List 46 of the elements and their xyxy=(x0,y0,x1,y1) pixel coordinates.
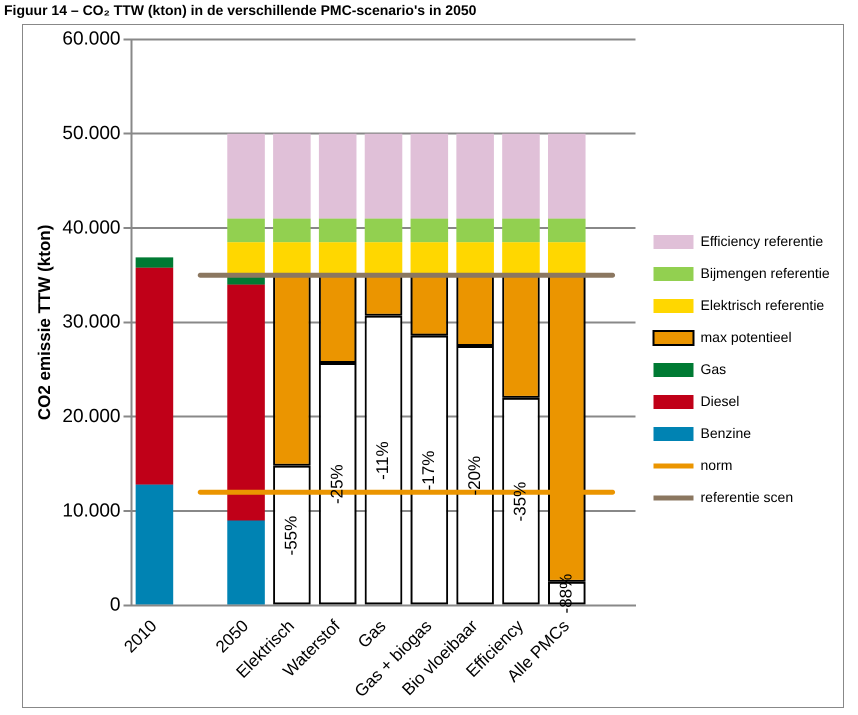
y-tick-label: 20.000 xyxy=(62,406,121,427)
y-axis-title: CO2 emissie TTW (kton) xyxy=(34,224,54,420)
bar xyxy=(136,257,174,268)
bar xyxy=(502,218,540,242)
bar xyxy=(227,284,265,521)
bar xyxy=(364,218,402,242)
legend-label: Benzine xyxy=(700,424,752,441)
bar xyxy=(456,218,494,242)
bar xyxy=(227,134,265,219)
annotation: -55% xyxy=(282,516,301,556)
legend-label: Bijmengen referentie xyxy=(700,264,830,281)
chart-title: Figuur 14 – CO₂ TTW (kton) in de verschillende PMC-scenario's in 2050 xyxy=(3,1,478,20)
y-tick-label: 50.000 xyxy=(62,122,121,144)
bar xyxy=(410,134,448,219)
bar xyxy=(318,134,356,219)
bar xyxy=(227,218,265,242)
annotation: -35% xyxy=(510,482,530,522)
bar xyxy=(227,520,265,604)
y-tick-label: 60.000 xyxy=(62,28,121,50)
bar xyxy=(273,218,311,242)
legend-label: Gas xyxy=(700,360,726,377)
bar xyxy=(548,134,586,219)
bar xyxy=(410,218,448,242)
y-tick-label: 10.000 xyxy=(62,500,121,522)
legend-label: Efficiency referentie xyxy=(700,232,824,249)
annotation: -11% xyxy=(373,441,392,480)
bar xyxy=(273,134,311,219)
legend-label: referentie scen xyxy=(700,488,794,505)
x-tick-label: Gas xyxy=(354,616,390,652)
annotation: -25% xyxy=(327,464,346,504)
bar xyxy=(318,218,356,242)
legend-label: Elektrisch referentie xyxy=(700,296,824,313)
y-tick-label: 40.000 xyxy=(62,217,121,238)
annotation: -17% xyxy=(419,450,438,490)
y-tick-label: 30.000 xyxy=(62,312,121,333)
bar xyxy=(364,134,402,219)
bar xyxy=(456,134,494,219)
bar xyxy=(548,218,586,242)
y-tick-label: 0 xyxy=(110,594,121,616)
legend-label: max potentieel xyxy=(700,328,792,345)
legend-label: Diesel xyxy=(700,392,740,409)
bar xyxy=(136,268,174,485)
bar xyxy=(502,134,540,219)
legend-label: norm xyxy=(700,456,732,473)
bar xyxy=(136,484,174,604)
annotation: -20% xyxy=(464,456,484,496)
